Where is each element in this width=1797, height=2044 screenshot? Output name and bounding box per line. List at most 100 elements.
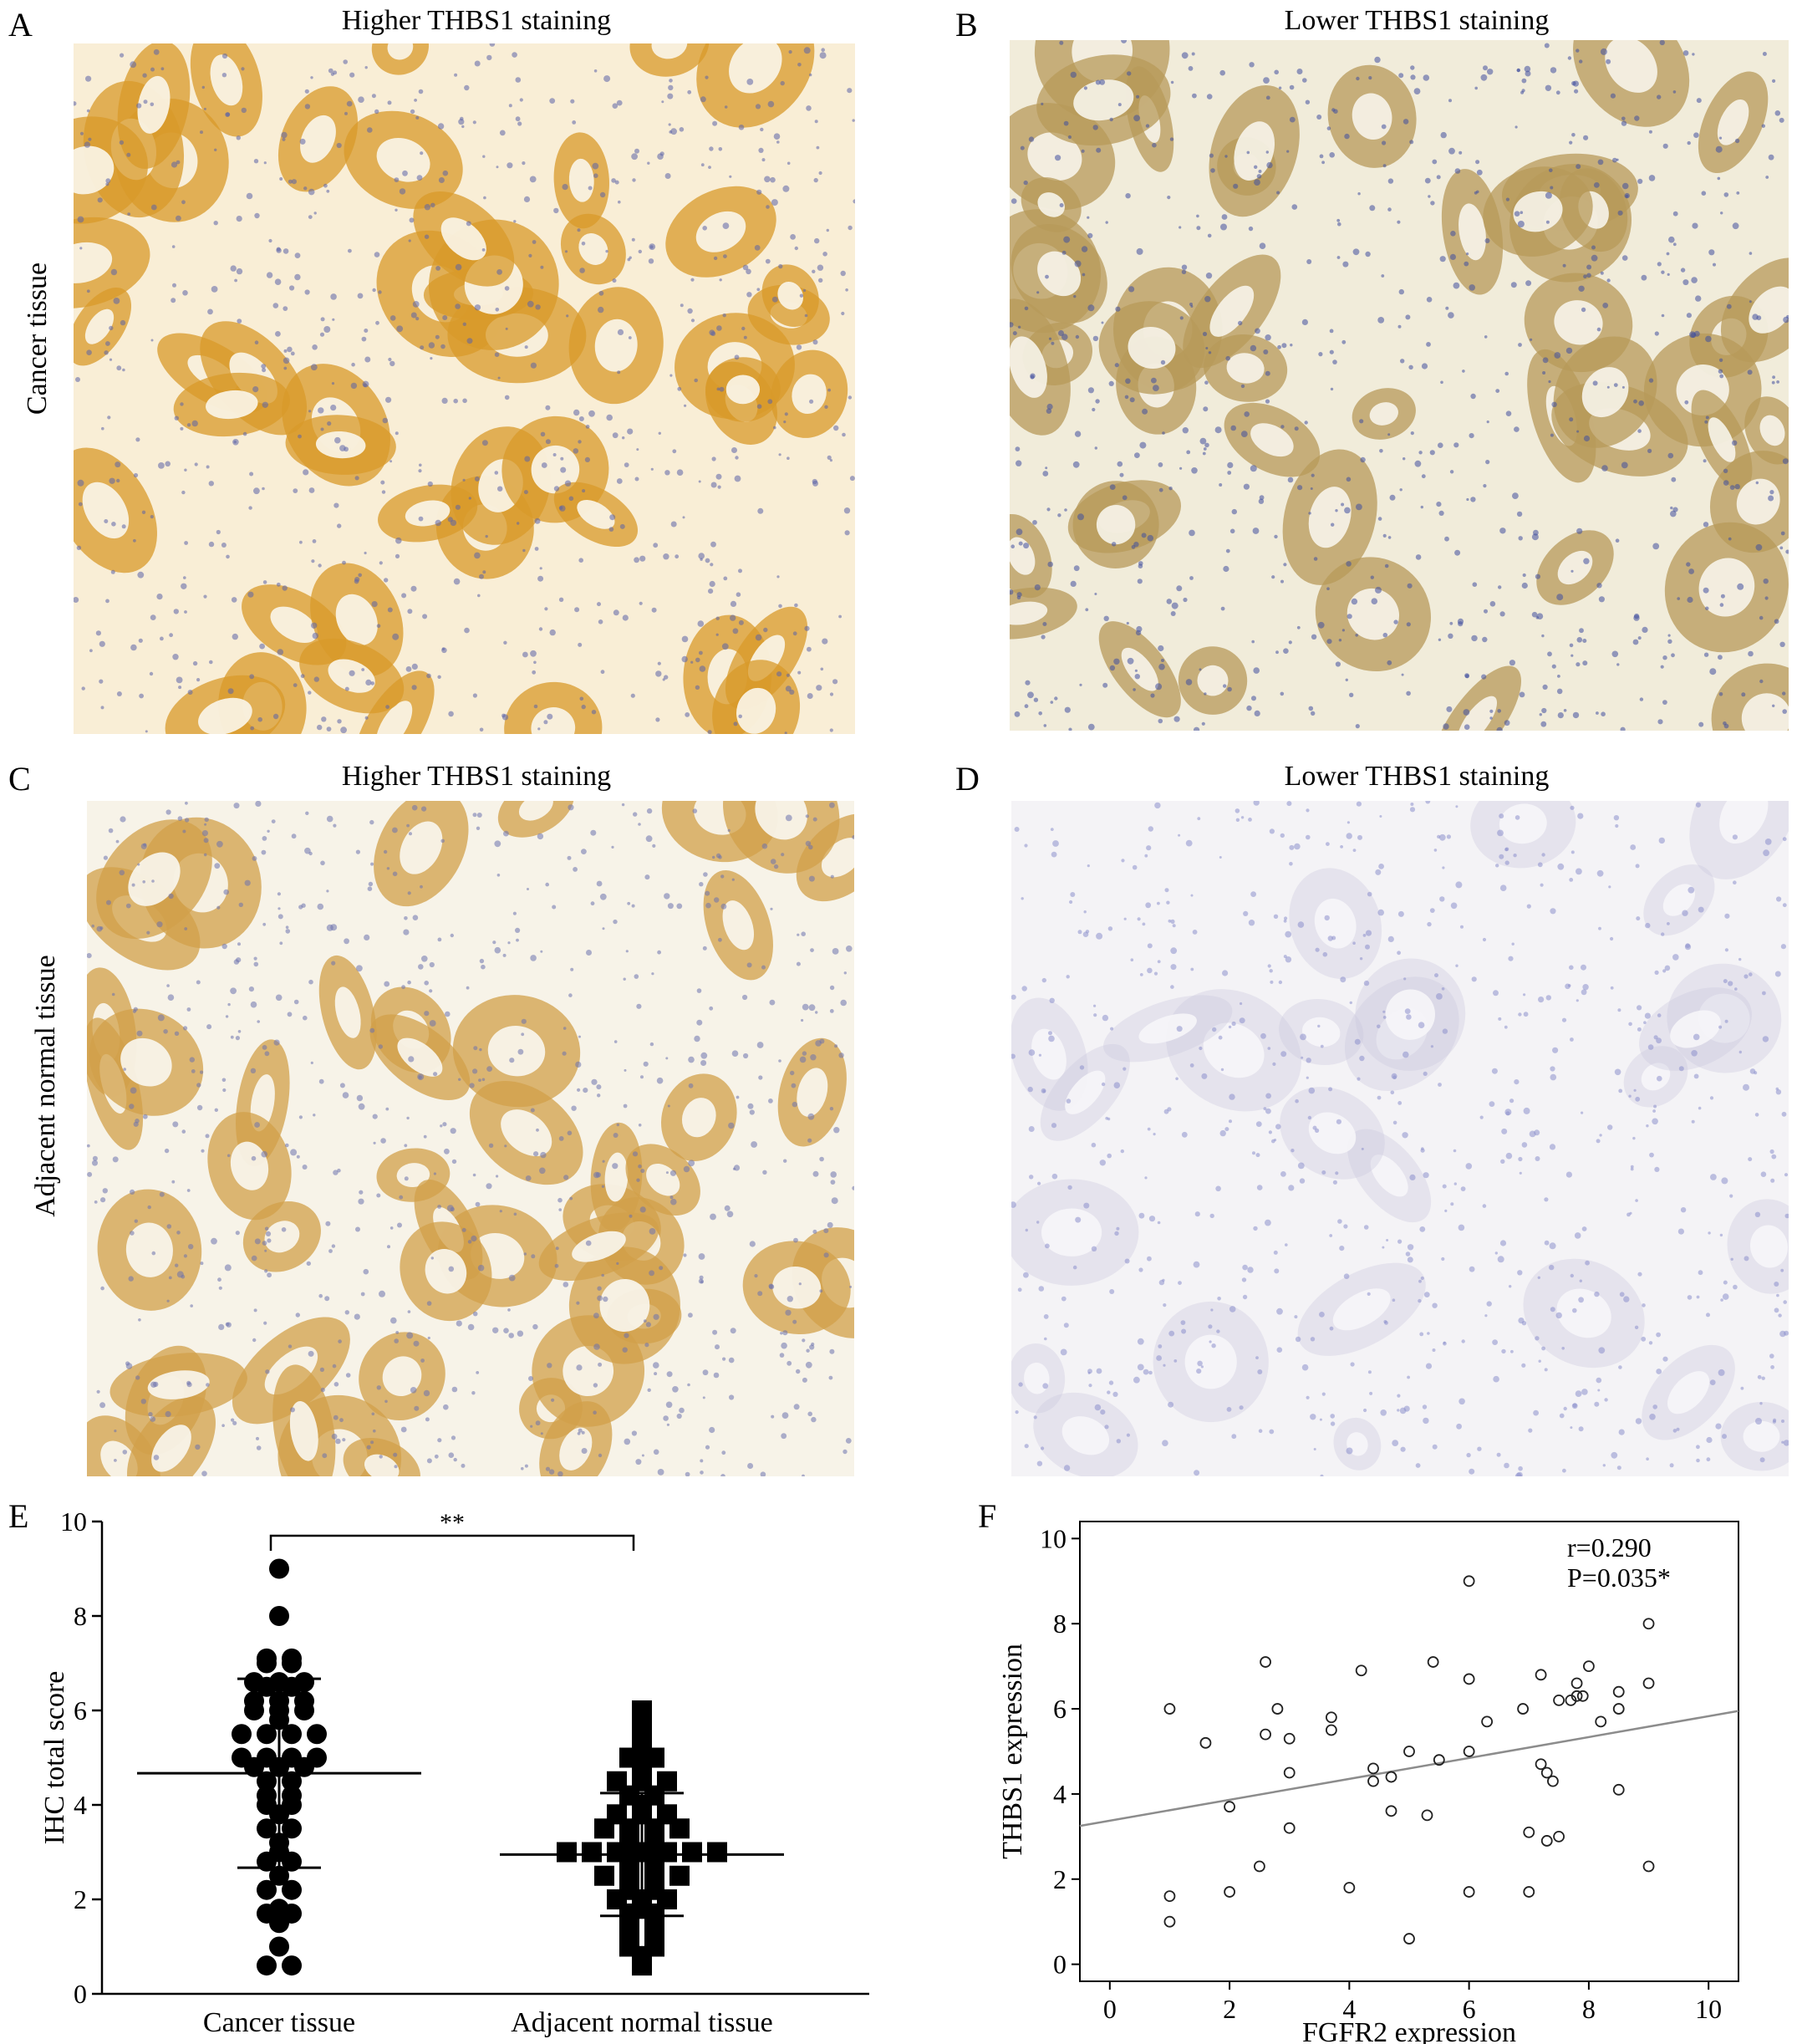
gland-shape xyxy=(590,1122,643,1232)
x-axis-label: FGFR2 expression xyxy=(1302,2017,1516,2044)
data-point xyxy=(282,1771,302,1792)
gland-shape xyxy=(74,288,132,366)
panel-letter-e: E xyxy=(8,1497,29,1535)
data-point xyxy=(607,1804,627,1825)
data-point xyxy=(1224,1886,1235,1898)
stat-annotation: P=0.035* xyxy=(1567,1562,1671,1593)
data-point xyxy=(657,1804,677,1825)
gland-shape xyxy=(343,1437,420,1476)
gland-shape xyxy=(703,870,773,981)
gland-shape xyxy=(207,1112,292,1221)
y-tick-label: 8 xyxy=(74,1601,87,1631)
data-point xyxy=(1576,1690,1589,1702)
y-axis-label: IHC total score xyxy=(39,1671,70,1845)
gland-shape xyxy=(1010,298,1071,436)
micrograph-b xyxy=(1010,40,1789,731)
gland-shape xyxy=(173,372,290,437)
gland-shape xyxy=(504,681,603,734)
data-point xyxy=(1540,1766,1553,1779)
data-point xyxy=(657,1771,677,1792)
data-point xyxy=(269,1558,289,1579)
data-point xyxy=(1260,1656,1271,1668)
row-label-cancer: Cancer tissue xyxy=(22,262,53,415)
x-tick-label: 6 xyxy=(1463,1994,1476,2024)
x-tick-label: 8 xyxy=(1582,1994,1596,2024)
data-point xyxy=(1642,1677,1655,1690)
micrograph-a xyxy=(74,43,855,734)
fit-line xyxy=(1079,1710,1739,1827)
gland-shape xyxy=(1010,587,1077,640)
gland-shape xyxy=(568,287,664,405)
data-point xyxy=(232,1747,252,1768)
data-point xyxy=(1463,1886,1475,1898)
gland-shape xyxy=(1011,1179,1139,1286)
data-point xyxy=(282,1818,302,1839)
data-point xyxy=(1163,1703,1176,1715)
data-point xyxy=(1595,1715,1607,1728)
nuclei-texture xyxy=(74,43,855,734)
data-point xyxy=(1535,1758,1547,1771)
data-point xyxy=(1385,1771,1397,1783)
panel-d-title: Lower THBS1 staining xyxy=(1284,761,1550,792)
data-point xyxy=(1642,1860,1655,1873)
gland-shape xyxy=(1289,868,1382,979)
gland-shape xyxy=(1642,1344,1735,1440)
gland-shape xyxy=(742,1241,851,1335)
gland-shape xyxy=(538,1212,659,1282)
data-point xyxy=(1421,1809,1433,1822)
data-point xyxy=(1553,1694,1565,1706)
data-point xyxy=(594,1865,614,1886)
data-point xyxy=(1367,1775,1379,1787)
gland-shape xyxy=(560,213,626,285)
data-point xyxy=(1612,1783,1625,1796)
y-tick-label: 2 xyxy=(1053,1864,1066,1894)
gland-shape xyxy=(285,415,396,475)
gland-shape xyxy=(369,1014,471,1100)
data-point xyxy=(257,1724,277,1745)
x-tick-label: 10 xyxy=(1695,1994,1722,2024)
panel-b-title: Lower THBS1 staining xyxy=(1284,5,1550,36)
data-point xyxy=(269,1606,289,1626)
x-category-label: Cancer tissue xyxy=(203,2007,355,2038)
gland-shape xyxy=(318,955,377,1070)
data-point xyxy=(1540,1835,1553,1847)
gland-shape xyxy=(1280,1087,1385,1180)
y-tick-label: 6 xyxy=(74,1695,87,1725)
gland-shape xyxy=(359,1332,445,1421)
gland-shape xyxy=(553,482,639,548)
gland-shape xyxy=(1178,646,1248,715)
gland-shape xyxy=(127,1395,216,1476)
y-tick-label: 4 xyxy=(1053,1779,1066,1809)
data-point xyxy=(257,1879,277,1900)
gland-shape xyxy=(539,1401,613,1476)
significance-bracket xyxy=(269,1534,635,1551)
gland-shape xyxy=(96,819,212,940)
data-point xyxy=(1535,1669,1547,1681)
data-point xyxy=(1271,1703,1284,1715)
data-point xyxy=(1163,1915,1176,1928)
gland-shape xyxy=(1282,449,1377,585)
data-point xyxy=(1343,1882,1356,1894)
y-tick-label: 2 xyxy=(74,1884,87,1914)
data-point xyxy=(294,1672,314,1693)
gland-shape xyxy=(665,186,776,278)
data-point xyxy=(1570,1690,1583,1702)
data-point xyxy=(1385,1805,1397,1817)
data-point xyxy=(1224,1801,1235,1813)
data-point xyxy=(257,1785,277,1806)
data-point xyxy=(1612,1703,1625,1715)
data-point xyxy=(1517,1703,1530,1715)
gland-shape xyxy=(1103,995,1233,1063)
significance-label: ** xyxy=(440,1509,465,1537)
gland-shape xyxy=(469,1081,583,1185)
panel-c-title: Higher THBS1 staining xyxy=(341,761,612,792)
gland-shape xyxy=(1021,177,1082,232)
gland-shape xyxy=(1183,254,1281,369)
gland-shape xyxy=(1352,388,1416,440)
data-point xyxy=(582,1842,602,1863)
gland-shape xyxy=(1639,987,1752,1071)
data-point xyxy=(1570,1677,1583,1690)
gland-shape xyxy=(1720,257,1789,363)
gland-shape xyxy=(696,43,815,128)
gland-shape xyxy=(1279,999,1364,1065)
